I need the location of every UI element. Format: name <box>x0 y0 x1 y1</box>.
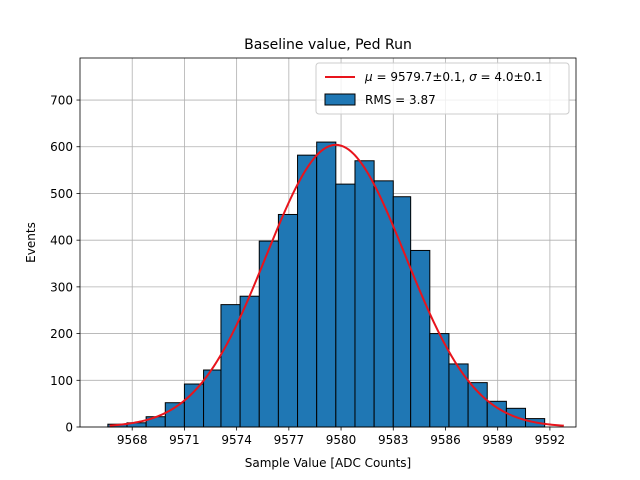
x-axis: 9568 9571 9574 9577 9580 9583 9586 9589 9592 <box>117 427 565 447</box>
histogram-bar <box>316 141 337 428</box>
legend: μ = 9579.7±0.1, σ = 4.0±0.1 RMS = 3.87 <box>315 62 570 115</box>
legend-frame <box>315 62 570 115</box>
y-tick-label: 400 <box>50 234 73 248</box>
histogram-bar <box>354 160 375 428</box>
histogram-bars <box>107 141 546 428</box>
y-tick-label: 300 <box>50 280 73 294</box>
x-tick-label: 9583 <box>378 433 409 447</box>
chart-title: Baseline value, Ped Run <box>244 37 412 53</box>
x-tick-label: 9571 <box>169 433 200 447</box>
legend-sigma-value: = 4.0±0.1 <box>477 70 543 84</box>
y-tick-label: 500 <box>50 187 73 201</box>
x-tick-label: 9592 <box>535 433 566 447</box>
x-tick-label: 9580 <box>326 433 357 447</box>
x-tick-label: 9589 <box>482 433 513 447</box>
y-axis: 0 100 200 300 400 500 600 700 <box>50 94 80 435</box>
histogram-bar <box>297 154 318 428</box>
legend-histogram-label: RMS = 3.87 <box>365 93 436 107</box>
histogram-bar <box>486 400 507 428</box>
legend-sigma-symbol: σ <box>469 70 477 84</box>
x-axis-label: Sample Value [ADC Counts] <box>245 456 411 470</box>
legend-histogram-swatch <box>324 93 356 106</box>
legend-mu-value: = 9579.7±0.1, <box>373 70 469 84</box>
y-axis-label: Events <box>24 222 38 263</box>
histogram-bar <box>467 382 488 428</box>
gaussian-fit-curve <box>109 143 564 427</box>
legend-mu-symbol: μ <box>364 70 373 84</box>
histogram-bar <box>335 183 356 428</box>
y-tick-label: 0 <box>65 421 73 435</box>
histogram-bar <box>448 363 469 428</box>
x-tick-label: 9574 <box>221 433 252 447</box>
x-tick-label: 9568 <box>117 433 148 447</box>
histogram-bar <box>277 213 299 428</box>
y-tick-label: 100 <box>50 374 73 388</box>
x-tick-label: 9577 <box>274 433 305 447</box>
histogram-bar <box>258 240 279 428</box>
legend-fit-label: μ = 9579.7±0.1, σ = 4.0±0.1 <box>364 70 543 84</box>
y-tick-label: 200 <box>50 327 73 341</box>
y-tick-label: 700 <box>50 94 73 108</box>
gaussian-fit <box>109 143 564 427</box>
y-tick-label: 600 <box>50 140 73 154</box>
plot-frame <box>79 57 577 428</box>
x-tick-label: 9586 <box>430 433 461 447</box>
histogram-bar <box>239 295 260 428</box>
